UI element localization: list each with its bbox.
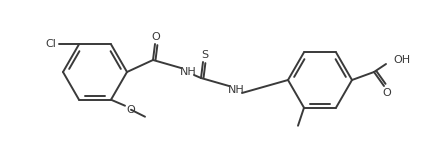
- Text: NH: NH: [228, 85, 244, 95]
- Text: O: O: [127, 105, 135, 115]
- Text: S: S: [202, 50, 209, 60]
- Text: NH: NH: [180, 67, 196, 77]
- Text: O: O: [151, 32, 160, 42]
- Text: Cl: Cl: [46, 39, 56, 49]
- Text: O: O: [383, 88, 392, 98]
- Text: OH: OH: [393, 55, 410, 65]
